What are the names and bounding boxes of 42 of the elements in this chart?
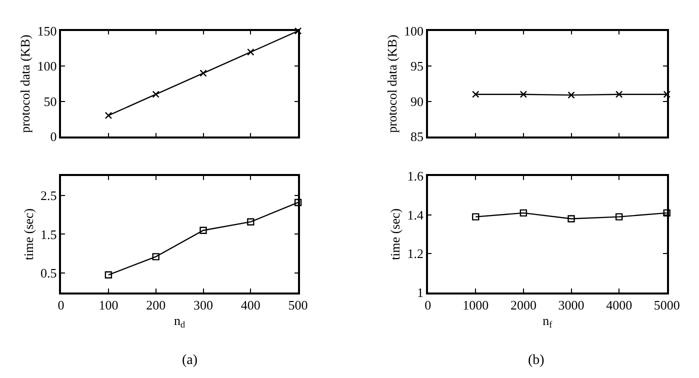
text: (a) [182,353,198,368]
point [294,198,302,206]
x-tick-label: 200 [146,298,166,313]
y-tick-label: 100 [404,24,424,39]
y-tick-label: 1.6 [407,168,424,184]
point [200,226,207,234]
point [200,70,207,77]
y-tick-label: 95 [410,58,424,74]
y-tick-label: 2.5 [40,188,57,204]
x-tick-label: 300 [194,298,214,313]
y-tick-label: 150 [37,24,57,39]
y-tick-label: 1.4 [407,207,424,222]
x-axis-title: n$_{d}$ [174,312,186,330]
y-tick-label: 100 [37,58,57,74]
x-tick-label: 500 [288,298,308,313]
x-tick-label: 5000 [654,298,680,313]
point [247,218,254,226]
y-tick-label: 0 [50,129,57,144]
x-tick-label: 1000 [462,298,489,313]
y-axis-title: protocol data (KB) [18,34,33,133]
point [247,48,254,56]
x-tick-label: 100 [98,298,118,313]
x-axis-title: n$_{f}$ [542,312,554,330]
y-tick-label: 90 [410,94,424,109]
text: (b) [528,353,545,368]
y-axis-title: time (sec) [388,208,403,260]
y-tick-label: 1.2 [407,246,424,262]
x-tick-label: 400 [240,298,260,313]
point [152,253,160,260]
y-tick-label: 1 [416,284,424,300]
x-tick-label: 3000 [558,298,584,313]
y-tick-label: 1.5 [40,226,57,242]
y-axis-title: protocol data (KB) [384,34,400,133]
y-tick-label: 85 [410,129,424,144]
x-tick-label: 4000 [606,298,632,313]
y-tick-label: 50 [44,94,57,109]
x-tick-label: 2000 [510,298,536,313]
y-axis-title: time (sec) [20,208,36,260]
point [152,90,160,98]
y-tick-label: 0.5 [40,266,57,281]
point [104,112,112,120]
point [104,271,112,278]
